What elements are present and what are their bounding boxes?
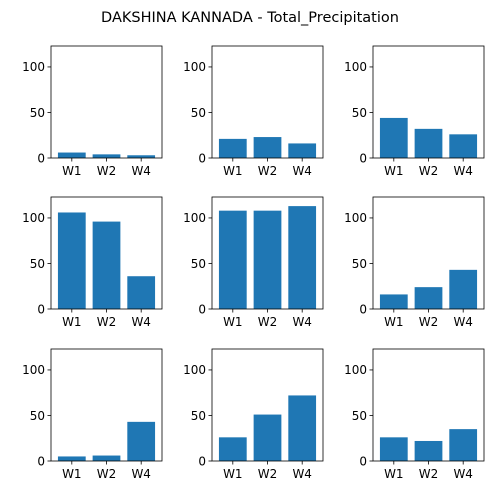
subplot-5: 0 50 100 W1 W2 W4 bbox=[183, 196, 324, 329]
subplot-7: 0 50 100 W1 W2 W4 bbox=[22, 348, 163, 481]
subplot-1: 0 50 100 W1 W2 W4 bbox=[22, 45, 163, 178]
x-tick-label: W1 bbox=[62, 315, 82, 329]
x-tick-label: W1 bbox=[384, 164, 404, 178]
x-tick-label: W4 bbox=[131, 164, 151, 178]
x-tick-label: W4 bbox=[453, 164, 473, 178]
x-tick-label: W1 bbox=[384, 467, 404, 481]
x-tick-label: W4 bbox=[292, 467, 312, 481]
axes-frame bbox=[50, 45, 163, 159]
x-tick-label: W2 bbox=[419, 315, 439, 329]
y-tick-label: 100 bbox=[183, 363, 206, 377]
bar-w2 bbox=[92, 455, 121, 461]
y-tick-label: 0 bbox=[37, 302, 45, 316]
y-tick-label: 100 bbox=[344, 211, 367, 225]
y-tick-label: 100 bbox=[344, 60, 367, 74]
bar-w1 bbox=[218, 138, 247, 158]
bar-w4 bbox=[288, 395, 317, 461]
bar-w2 bbox=[253, 210, 282, 309]
x-tick-label: W2 bbox=[97, 164, 117, 178]
x-tick-label: W2 bbox=[258, 315, 278, 329]
x-tick-label: W2 bbox=[97, 315, 117, 329]
y-tick-label: 100 bbox=[22, 60, 45, 74]
y-tick-label: 50 bbox=[30, 106, 45, 120]
x-tick-label: W4 bbox=[292, 315, 312, 329]
y-tick-label: 100 bbox=[22, 211, 45, 225]
bar-w2 bbox=[414, 128, 443, 158]
bar-w4 bbox=[449, 429, 478, 461]
bar-w2 bbox=[414, 287, 443, 309]
x-tick-label: W1 bbox=[62, 467, 82, 481]
y-tick-label: 0 bbox=[198, 302, 206, 316]
y-tick-label: 50 bbox=[191, 257, 206, 271]
y-tick-label: 50 bbox=[352, 409, 367, 423]
x-tick-label: W4 bbox=[131, 315, 151, 329]
x-tick-label: W4 bbox=[131, 467, 151, 481]
y-tick-label: 0 bbox=[198, 151, 206, 165]
subplot-9: 0 50 100 W1 W2 W4 bbox=[344, 348, 485, 481]
subplot-4: 0 50 100 W1 W2 W4 bbox=[22, 196, 163, 329]
x-tick-label: W1 bbox=[62, 164, 82, 178]
y-tick-label: 0 bbox=[37, 454, 45, 468]
chart-title: DAKSHINA KANNADA - Total_Precipitation bbox=[101, 10, 399, 26]
y-tick-label: 50 bbox=[30, 409, 45, 423]
bar-w4 bbox=[127, 421, 156, 461]
subplot-8: 0 50 100 W1 W2 W4 bbox=[183, 348, 324, 481]
y-tick-label: 50 bbox=[352, 257, 367, 271]
bar-w4 bbox=[127, 155, 156, 158]
bar-w1 bbox=[218, 210, 247, 309]
bar-w2 bbox=[414, 440, 443, 461]
x-tick-label: W4 bbox=[292, 164, 312, 178]
y-tick-label: 0 bbox=[198, 454, 206, 468]
bar-w1 bbox=[379, 117, 408, 158]
bar-w4 bbox=[288, 206, 317, 309]
x-tick-label: W2 bbox=[97, 467, 117, 481]
x-tick-label: W2 bbox=[258, 467, 278, 481]
x-tick-label: W1 bbox=[223, 315, 243, 329]
subplot-grid: 0 50 100 W1 W2 W4 0 50 100 W1 W2 W4 0 50 100 W1 W2 W4 0 50 1… bbox=[22, 45, 485, 481]
x-tick-label: W2 bbox=[419, 467, 439, 481]
x-tick-label: W1 bbox=[223, 467, 243, 481]
bar-w2 bbox=[253, 414, 282, 461]
subplot-3: 0 50 100 W1 W2 W4 bbox=[344, 45, 485, 178]
bar-w1 bbox=[57, 456, 86, 461]
y-tick-label: 100 bbox=[183, 60, 206, 74]
bar-w2 bbox=[92, 221, 121, 309]
bar-w4 bbox=[288, 143, 317, 158]
bar-w1 bbox=[379, 294, 408, 309]
x-tick-label: W1 bbox=[384, 315, 404, 329]
bar-w1 bbox=[379, 437, 408, 461]
y-tick-label: 50 bbox=[191, 106, 206, 120]
y-tick-label: 0 bbox=[359, 302, 367, 316]
bar-w1 bbox=[57, 152, 86, 158]
bar-w4 bbox=[127, 276, 156, 309]
subplot-6: 0 50 100 W1 W2 W4 bbox=[344, 196, 485, 329]
x-tick-label: W4 bbox=[453, 467, 473, 481]
y-tick-label: 0 bbox=[37, 151, 45, 165]
y-tick-label: 50 bbox=[352, 106, 367, 120]
y-tick-label: 100 bbox=[183, 211, 206, 225]
y-tick-label: 0 bbox=[359, 151, 367, 165]
y-tick-label: 50 bbox=[30, 257, 45, 271]
bar-w1 bbox=[218, 437, 247, 461]
x-tick-label: W4 bbox=[453, 315, 473, 329]
x-tick-label: W2 bbox=[419, 164, 439, 178]
x-tick-label: W1 bbox=[223, 164, 243, 178]
x-tick-label: W2 bbox=[258, 164, 278, 178]
bar-w2 bbox=[253, 137, 282, 158]
y-tick-label: 100 bbox=[344, 363, 367, 377]
bar-w4 bbox=[449, 269, 478, 309]
bar-w1 bbox=[57, 212, 86, 309]
subplot-2: 0 50 100 W1 W2 W4 bbox=[183, 45, 324, 178]
bar-w2 bbox=[92, 154, 121, 158]
y-tick-label: 0 bbox=[359, 454, 367, 468]
y-tick-label: 100 bbox=[22, 363, 45, 377]
bar-w4 bbox=[449, 134, 478, 158]
y-tick-label: 50 bbox=[191, 409, 206, 423]
